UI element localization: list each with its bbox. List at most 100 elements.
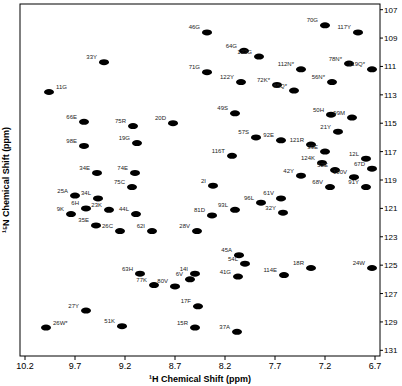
peak [127,184,137,190]
peak [135,271,145,277]
x-axis-title: ¹H Chemical Shift (ppm) [149,374,251,384]
x-tick [125,356,126,360]
peak-label: 18R [293,260,305,266]
peak-label: 100V [333,169,347,175]
chart: 10.29.79.28.78.27.77.26.7107109111113115… [0,0,402,386]
peak [190,271,200,277]
y-tick [380,9,383,10]
peak-label: 26W* [53,320,68,326]
peak [276,137,286,143]
peak-label: 64G [226,43,238,49]
peak [168,120,178,126]
y-axis-title: ¹⁵N Chemical Shift (ppm) [1,127,11,233]
peak [233,274,243,280]
peak [320,149,330,155]
peak [353,29,363,35]
peak [278,210,288,216]
peak-label: 114E [263,267,277,273]
y-tick-label: 131 [384,346,398,355]
x-tick-label: 7.2 [319,361,332,371]
peak-label: 51K [104,318,115,324]
peak-label: 56N* [312,74,326,80]
peak-label: 19G [119,135,131,141]
y-tick [380,236,383,237]
peak [296,173,306,179]
peak-label: 62I [137,223,146,229]
peak-label: 74E [117,165,128,171]
x-tick-label: 9.7 [69,361,82,371]
peak-label: 98E [66,138,77,144]
peak-label: 6V [176,271,183,277]
peak [289,88,299,94]
peak-label: 34E [79,165,90,171]
peak-label: 66E [66,114,77,120]
peak-label: 57S [238,129,249,135]
peak [44,89,54,95]
peak-label: 92E [263,132,274,138]
peak [207,212,217,218]
y-tick-label: 127 [384,290,398,299]
peak-label: 123G [237,49,252,55]
peak-label: 99M [333,110,345,116]
peak [202,69,212,75]
peak [327,79,337,85]
peak [325,184,335,190]
peak-label: 71G [189,64,201,70]
peak-label: 81D [194,207,206,213]
peak [79,119,89,125]
peak-label: 75R [115,118,127,124]
x-tick-label: 6.7 [369,361,382,371]
peak-label: 20D [155,115,167,121]
peak-label: 23K [91,202,102,208]
peak [91,222,101,228]
peak-label: 21Y [320,124,331,130]
x-tick [325,356,326,360]
y-tick [380,350,383,351]
peak-label: 42Y [283,168,294,174]
peak [99,59,109,65]
peak-label: 122Y [220,74,234,80]
peak [93,195,103,201]
peak [147,228,157,234]
peak [361,184,371,190]
peak [276,195,286,201]
peak-label: 11G [56,84,67,90]
peak [230,207,240,213]
y-tick-label: 119 [384,176,397,185]
peak-label: 44L [119,206,130,212]
x-tick [375,356,376,360]
y-tick [380,321,383,322]
peak-label: 9K [57,206,64,212]
peak [208,183,218,189]
peak [79,143,89,149]
peak-label: 121R [290,137,305,143]
peak [185,276,195,282]
peak-label: 27Y [68,303,79,309]
peak [131,211,141,217]
peak [367,66,377,72]
y-tick [380,180,383,181]
peak-label: 78N* [329,56,343,62]
peak-label: 39E [307,144,318,150]
peak-label: 72K* [257,77,271,83]
peak-label: 45A [221,247,232,253]
x-tick [25,356,26,360]
peak [70,193,80,199]
peak [190,325,200,331]
x-tick-label: 8.2 [219,361,232,371]
peak-label: 61V [263,190,274,196]
y-tick [380,151,383,152]
peaks [41,22,377,335]
peak [192,228,202,234]
peak-label: 49S [217,105,228,111]
peak [251,134,261,140]
peak [132,140,142,146]
x-tick-label: 10.2 [16,361,34,371]
peak-label: 91Y [348,179,359,185]
peak [230,110,240,116]
peak-label: 6H [71,200,79,206]
peak [130,170,140,176]
x-tick-label: 7.7 [269,361,282,371]
peak [254,54,264,60]
peak-label: 37A [219,324,230,330]
